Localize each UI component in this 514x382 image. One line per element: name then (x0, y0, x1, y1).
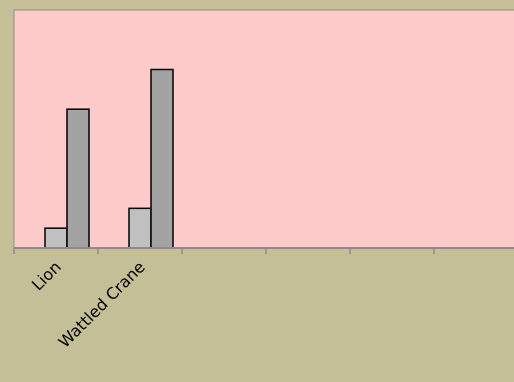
bar-wattled-crane-series-1 (128, 207, 152, 249)
bar-wattled-crane-series-2 (150, 68, 174, 249)
axes-group (13, 247, 514, 254)
bar-lion-series-1 (44, 227, 68, 249)
bar-lion-series-2 (66, 108, 90, 249)
plot-area (13, 9, 514, 249)
x-tick-label: Lion (28, 257, 65, 294)
bars-group (44, 68, 174, 249)
x-tick-label: Wattled Crane (55, 257, 149, 351)
